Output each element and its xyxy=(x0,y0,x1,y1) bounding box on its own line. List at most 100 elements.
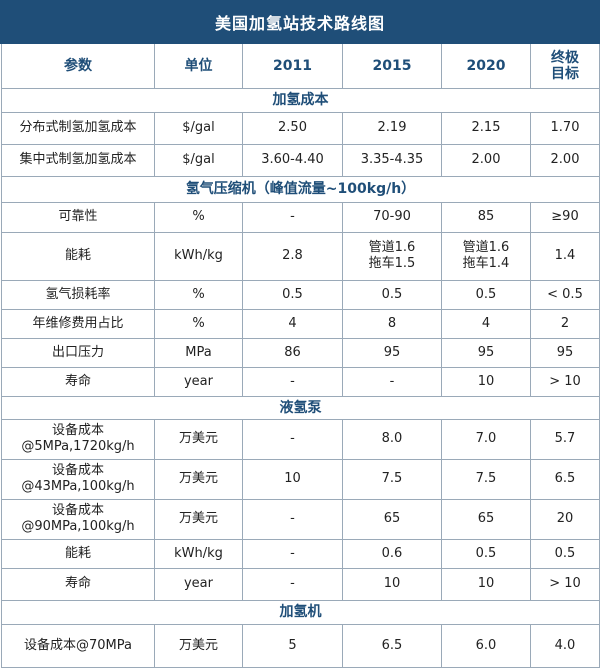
value-cell: > 10 xyxy=(530,366,600,397)
param-cell: 年维修费用占比 xyxy=(1,308,155,339)
value-cell: 2.19 xyxy=(342,111,442,145)
unit-cell: $/gal xyxy=(154,111,243,145)
value-cell: 10 xyxy=(441,567,531,601)
table-row: 设备成本@70MPa 万美元 5 6.5 6.0 4.0 xyxy=(1,623,600,668)
unit-cell: 万美元 xyxy=(154,623,243,668)
value-cell: 86 xyxy=(242,337,343,368)
value-cell: 3.60-4.40 xyxy=(242,143,343,177)
table-row: 设备成本 @43MPa,100kg/h 万美元 10 7.5 7.5 6.5 xyxy=(1,458,600,500)
value-cell: - xyxy=(242,366,343,397)
value-cell: 0.5 xyxy=(441,538,531,569)
param-cell: 能耗 xyxy=(1,538,155,569)
unit-cell: $/gal xyxy=(154,143,243,177)
header-cell: 终极 目标 xyxy=(530,44,600,89)
roadmap-table: 参数 单位 2011 2015 2020 终极 目标 加氢成本 分布式制氢加氢成本 $… xyxy=(1,44,600,668)
param-cell: 氢气损耗率 xyxy=(1,279,155,310)
table-row: 设备成本 @90MPa,100kg/h 万美元 -65 65 20 xyxy=(1,498,600,540)
section-title: 氢气压缩机（峰值流量~100kg/h） xyxy=(1,175,600,203)
param-cell: 设备成本@70MPa xyxy=(1,623,155,668)
section-row: 液氢泵 xyxy=(1,395,600,420)
header-cell: 单位 xyxy=(154,44,243,89)
value-cell: 20 xyxy=(530,498,600,540)
value-cell: 2.50 xyxy=(242,111,343,145)
table-body: 加氢成本 分布式制氢加氢成本 $/gal 2.50 2.19 2.15 1.70 集中式制氢加… xyxy=(1,87,600,668)
value-cell: 95 xyxy=(530,337,600,368)
unit-cell: year xyxy=(154,567,243,601)
section-title: 加氢机 xyxy=(1,599,600,625)
value-cell: 8 xyxy=(342,308,442,339)
header-cell: 2020 xyxy=(441,44,531,89)
unit-cell: % xyxy=(154,201,243,233)
value-cell: 2.8 xyxy=(242,231,343,281)
unit-cell: 万美元 xyxy=(154,418,243,460)
value-cell: 8.0 xyxy=(342,418,442,460)
param-cell: 设备成本 @90MPa,100kg/h xyxy=(1,498,155,540)
table-row: 集中式制氢加氢成本 $/gal 3.60-4.40 3.35-4.35 2.00 2.00 xyxy=(1,143,600,177)
param-cell: 出口压力 xyxy=(1,337,155,368)
unit-cell: MPa xyxy=(154,337,243,368)
value-cell: 3.35-4.35 xyxy=(342,143,442,177)
value-cell: - xyxy=(242,418,343,460)
section-row: 氢气压缩机（峰值流量~100kg/h） xyxy=(1,175,600,203)
unit-cell: year xyxy=(154,366,243,397)
param-cell: 设备成本 @5MPa,1720kg/h xyxy=(1,418,155,460)
table-title: 美国加氢站技术路线图 xyxy=(0,0,600,44)
value-cell: 6.0 xyxy=(441,623,531,668)
table-row: 年维修费用占比% 4 8 4 2 xyxy=(1,308,600,339)
table-row: 氢气损耗率% 0.5 0.5 0.5 < 0.5 xyxy=(1,279,600,310)
value-cell: 0.5 xyxy=(342,279,442,310)
unit-cell: kWh/kg xyxy=(154,538,243,569)
value-cell: - xyxy=(242,498,343,540)
value-cell: 管道1.6 拖车1.5 xyxy=(342,231,442,281)
value-cell: 10 xyxy=(342,567,442,601)
value-cell: 0.5 xyxy=(441,279,531,310)
section-title: 液氢泵 xyxy=(1,395,600,420)
value-cell: 2.15 xyxy=(441,111,531,145)
param-cell: 可靠性 xyxy=(1,201,155,233)
value-cell: 2 xyxy=(530,308,600,339)
param-cell: 设备成本 @43MPa,100kg/h xyxy=(1,458,155,500)
table-row: 寿命 year -10 10 > 10 xyxy=(1,567,600,601)
value-cell: > 10 xyxy=(530,567,600,601)
value-cell: 7.5 xyxy=(441,458,531,500)
unit-cell: 万美元 xyxy=(154,498,243,540)
value-cell: 65 xyxy=(342,498,442,540)
table-row: 可靠性% -70-90 85 ≥90 xyxy=(1,201,600,233)
value-cell: 4.0 xyxy=(530,623,600,668)
value-cell: 1.70 xyxy=(530,111,600,145)
value-cell: - xyxy=(342,366,442,397)
value-cell: 6.5 xyxy=(530,458,600,500)
unit-cell: % xyxy=(154,308,243,339)
value-cell: 4 xyxy=(441,308,531,339)
table-row: 寿命 year - -10 > 10 xyxy=(1,366,600,397)
value-cell: 0.6 xyxy=(342,538,442,569)
value-cell: - xyxy=(242,567,343,601)
table-row: 设备成本 @5MPa,1720kg/h 万美元 -8.0 7.0 5.7 xyxy=(1,418,600,460)
value-cell: 65 xyxy=(441,498,531,540)
value-cell: 管道1.6 拖车1.4 xyxy=(441,231,531,281)
value-cell: 95 xyxy=(441,337,531,368)
section-row: 加氢成本 xyxy=(1,87,600,113)
unit-cell: % xyxy=(154,279,243,310)
table-row: 出口压力 MPa 86 95 95 95 xyxy=(1,337,600,368)
param-cell: 分布式制氢加氢成本 xyxy=(1,111,155,145)
param-cell: 能耗 xyxy=(1,231,155,281)
param-cell: 集中式制氢加氢成本 xyxy=(1,143,155,177)
param-cell: 寿命 xyxy=(1,366,155,397)
value-cell: 5.7 xyxy=(530,418,600,460)
unit-cell: kWh/kg xyxy=(154,231,243,281)
unit-cell: 万美元 xyxy=(154,458,243,500)
value-cell: 7.5 xyxy=(342,458,442,500)
value-cell: 10 xyxy=(242,458,343,500)
value-cell: 85 xyxy=(441,201,531,233)
value-cell: 1.4 xyxy=(530,231,600,281)
value-cell: - xyxy=(242,538,343,569)
value-cell: 0.5 xyxy=(242,279,343,310)
header-cell: 2015 xyxy=(342,44,442,89)
param-cell: 寿命 xyxy=(1,567,155,601)
table-row: 分布式制氢加氢成本 $/gal 2.50 2.19 2.15 1.70 xyxy=(1,111,600,145)
value-cell: 2.00 xyxy=(441,143,531,177)
value-cell: 0.5 xyxy=(530,538,600,569)
value-cell: 70-90 xyxy=(342,201,442,233)
